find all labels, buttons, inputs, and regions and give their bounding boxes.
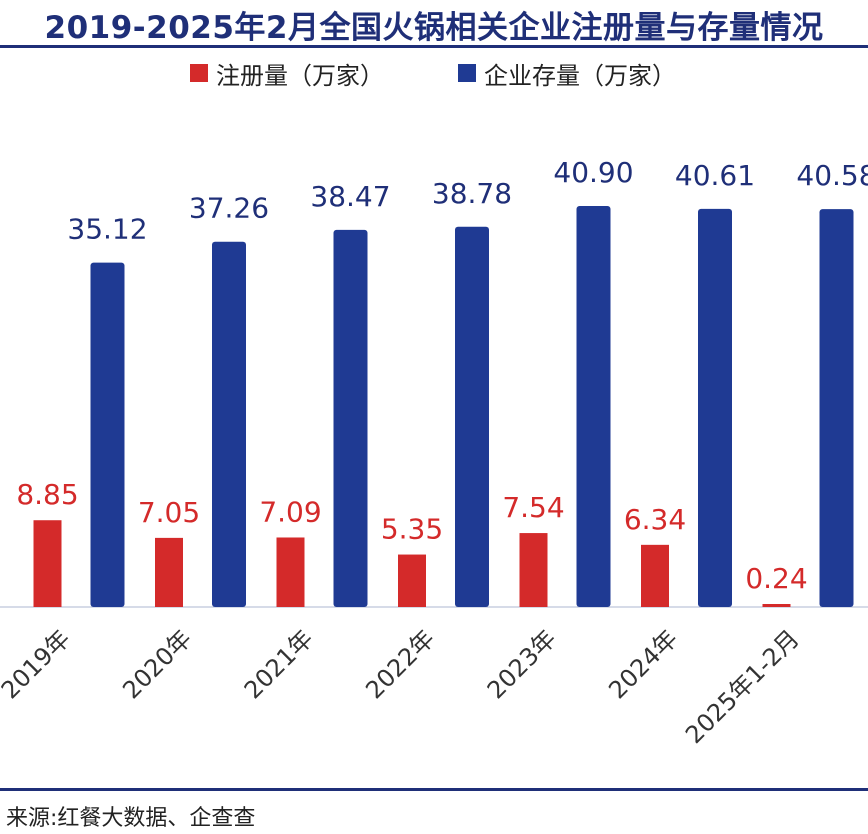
bar-registrations <box>33 520 62 607</box>
data-label-stock: 35.12 <box>67 213 147 246</box>
x-tick-label: 2021年 <box>239 624 319 704</box>
x-tick-label: 2023年 <box>482 624 562 704</box>
title-rule <box>0 45 868 48</box>
data-label-stock: 40.58 <box>796 159 868 192</box>
x-tick-label: 2020年 <box>117 624 197 704</box>
bar-registrations <box>762 604 791 607</box>
data-label-stock: 38.47 <box>310 180 390 213</box>
data-label-stock: 40.90 <box>553 156 633 189</box>
bar-chart: 8.85 35.12 2019年 7.05 37.26 2020年 7.09 38.47 202… <box>0 156 868 749</box>
legend-label-stock: 企业存量（万家） <box>484 61 676 90</box>
data-label-registrations: 8.85 <box>16 478 78 511</box>
data-label-stock: 37.26 <box>189 192 269 225</box>
bar-registrations <box>276 537 305 607</box>
legend-item-registrations: 注册量（万家） <box>190 56 384 90</box>
source-note: 来源:红餐大数据、企查查 <box>6 806 256 831</box>
legend-label-registrations: 注册量（万家） <box>216 61 384 90</box>
footer-rule <box>0 788 868 791</box>
data-label-registrations: 5.35 <box>381 513 443 546</box>
bar-registrations <box>155 537 183 607</box>
legend-swatch-registrations <box>190 64 208 82</box>
bar-stock <box>455 226 489 607</box>
data-label-registrations: 7.09 <box>259 495 321 528</box>
bar-stock <box>698 208 732 608</box>
chart-title: 2019-2025年2月全国火锅相关企业注册量与存量情况 <box>44 10 824 46</box>
x-tick-label: 2024年 <box>603 624 683 704</box>
data-label-stock: 38.78 <box>432 177 512 210</box>
x-tick-label: 2025年1-2月 <box>680 624 805 749</box>
bar-stock <box>90 262 125 607</box>
data-label-registrations: 6.34 <box>624 503 686 536</box>
legend-item-stock: 企业存量（万家） <box>458 56 676 90</box>
x-tick-label: 2022年 <box>360 624 440 704</box>
bar-stock <box>819 209 854 608</box>
x-tick-label: 2019年 <box>0 624 76 704</box>
data-label-registrations: 7.54 <box>502 491 564 524</box>
data-label-stock: 40.61 <box>675 159 755 192</box>
bar-stock <box>333 229 368 607</box>
data-label-registrations: 7.05 <box>138 496 200 529</box>
bar-registrations <box>641 544 669 607</box>
bar-stock <box>212 241 246 607</box>
bar-stock <box>576 206 611 607</box>
bar-registrations <box>519 533 548 607</box>
legend-swatch-stock <box>458 64 476 82</box>
bar-registrations <box>398 554 426 607</box>
data-label-registrations: 0.24 <box>745 562 807 595</box>
